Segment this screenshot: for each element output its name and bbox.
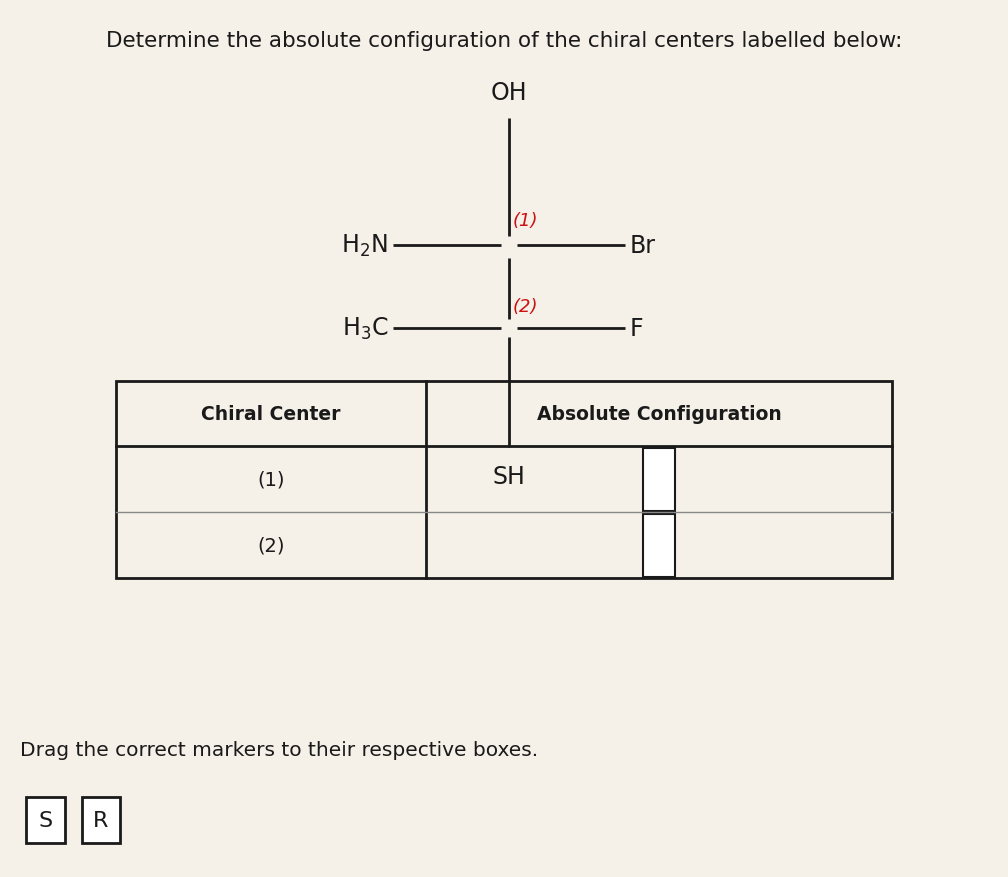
Text: (2): (2): [257, 536, 285, 555]
Bar: [82, 797, 120, 843]
Text: Br: Br: [630, 233, 656, 258]
Text: Drag the correct markers to their respective boxes.: Drag the correct markers to their respec…: [20, 740, 538, 759]
Text: Determine the absolute configuration of the chiral centers labelled below:: Determine the absolute configuration of …: [106, 31, 902, 51]
Text: SH: SH: [493, 465, 525, 488]
Text: $\mathsf{H_2N}$: $\mathsf{H_2N}$: [342, 232, 388, 259]
Bar: [116, 381, 892, 579]
Text: F: F: [630, 317, 644, 341]
Bar: [26, 797, 65, 843]
Text: Chiral Center: Chiral Center: [202, 404, 341, 424]
Bar: [643, 448, 675, 511]
Text: (1): (1): [513, 211, 538, 230]
Text: $\mathsf{H_3C}$: $\mathsf{H_3C}$: [342, 316, 388, 342]
Text: (2): (2): [513, 297, 538, 316]
Text: (1): (1): [257, 470, 285, 489]
Text: S: S: [38, 810, 52, 830]
Text: R: R: [93, 810, 109, 830]
Text: OH: OH: [491, 82, 527, 105]
Text: Absolute Configuration: Absolute Configuration: [537, 404, 781, 424]
Bar: [643, 514, 675, 577]
